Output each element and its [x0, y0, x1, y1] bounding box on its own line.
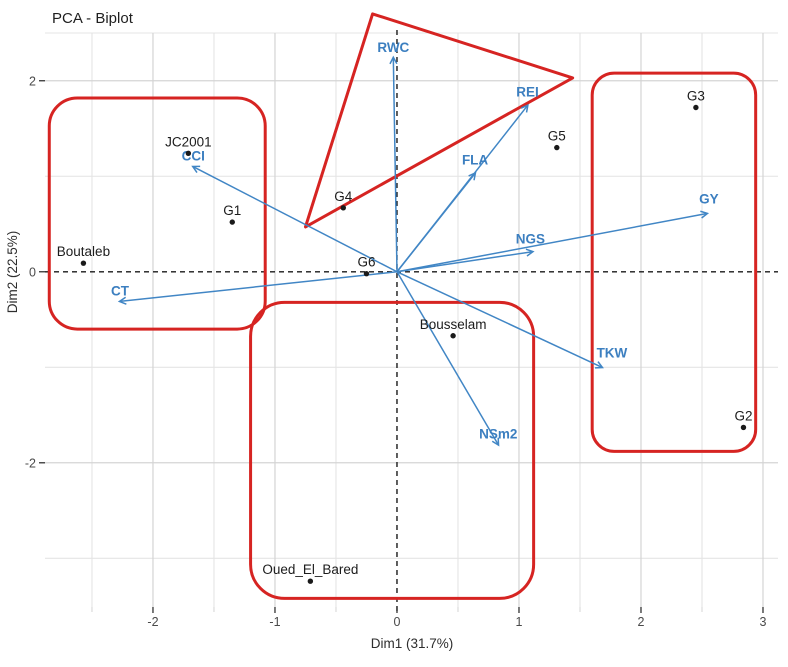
x-tick-label: 0 [394, 615, 401, 629]
point-label-G6: G6 [357, 255, 375, 270]
variable-arrow-CCI [191, 165, 398, 273]
point-dot-G4 [340, 205, 346, 211]
variable-label-REI: REI [516, 85, 539, 100]
axis-layer: -2 -1 0 1 2 3 -2 0 2 [25, 30, 778, 629]
variable-arrow-TKW [396, 271, 604, 369]
cluster-outline-cluster-bottom [249, 300, 536, 600]
variable-label-RWC: RWC [377, 40, 409, 55]
variable-label-NGS: NGS [516, 232, 545, 247]
point-dot-G5 [554, 144, 560, 151]
point-dot-G2 [740, 424, 747, 431]
point-dot-G3 [693, 104, 699, 111]
grid-layer [45, 32, 778, 607]
point-label-G3: G3 [687, 88, 705, 103]
variable-arrow-GY [396, 210, 710, 273]
variable-label-GY: GY [699, 192, 719, 207]
x-tick-label: 3 [760, 615, 767, 629]
point-dot-G1 [229, 219, 235, 225]
variable-arrow-RWC [389, 55, 398, 272]
point-dot-Bousselam [450, 333, 456, 339]
point-label-G4: G4 [334, 189, 353, 204]
point-dot-JC2001 [185, 150, 192, 157]
variable-arrow-NGS [396, 248, 535, 273]
cluster-outline-cluster-triangle [303, 12, 575, 229]
variable-label-CT: CT [111, 283, 130, 298]
x-tick-label: -2 [147, 615, 158, 629]
point-label-Boutaleb: Boutaleb [57, 244, 110, 259]
cluster-outline-cluster-left [47, 96, 267, 331]
point-dot-G6 [363, 270, 370, 277]
variable-arrow-CT [117, 271, 398, 305]
x-tick-label: 2 [638, 615, 645, 629]
chart-title: PCA - Biplot [52, 10, 134, 27]
point-dot-Oued_El_Bared [307, 578, 314, 584]
y-tick-label: -2 [25, 456, 36, 470]
y-tick-label: 2 [29, 74, 36, 88]
variable-arrow-NSm2 [396, 271, 500, 447]
point-label-G1: G1 [223, 203, 241, 218]
point-label-Bousselam: Bousselam [420, 317, 487, 332]
variable-label-FLA: FLA [462, 152, 488, 167]
vector-layer: RWC CCI REI FLA GY NGS TKW NSm2 CT [111, 40, 719, 447]
variable-label-CCI: CCI [182, 149, 205, 164]
point-label-Oued_El_Bared: Oued_El_Bared [262, 562, 358, 577]
x-tick-label: -1 [269, 615, 280, 629]
y-tick-label: 0 [29, 265, 36, 279]
x-tick-label: 1 [516, 615, 523, 629]
point-label-JC2001: JC2001 [165, 134, 212, 149]
y-axis-title: Dim2 (22.5%) [5, 231, 20, 314]
point-layer: Boutaleb JC2001 G1 G4 G6 G5 G3 G2 Bousselam Oued_… [57, 88, 752, 584]
variable-label-NSm2: NSm2 [479, 427, 517, 442]
variable-label-TKW: TKW [597, 345, 628, 360]
x-axis-title: Dim1 (31.7%) [371, 636, 454, 651]
cluster-outline-cluster-right [590, 71, 758, 453]
point-dot-Boutaleb [80, 260, 87, 266]
point-label-G2: G2 [734, 408, 752, 423]
point-label-G5: G5 [548, 129, 566, 144]
variable-arrow-FLA [396, 171, 477, 273]
cluster-layer [47, 12, 758, 600]
